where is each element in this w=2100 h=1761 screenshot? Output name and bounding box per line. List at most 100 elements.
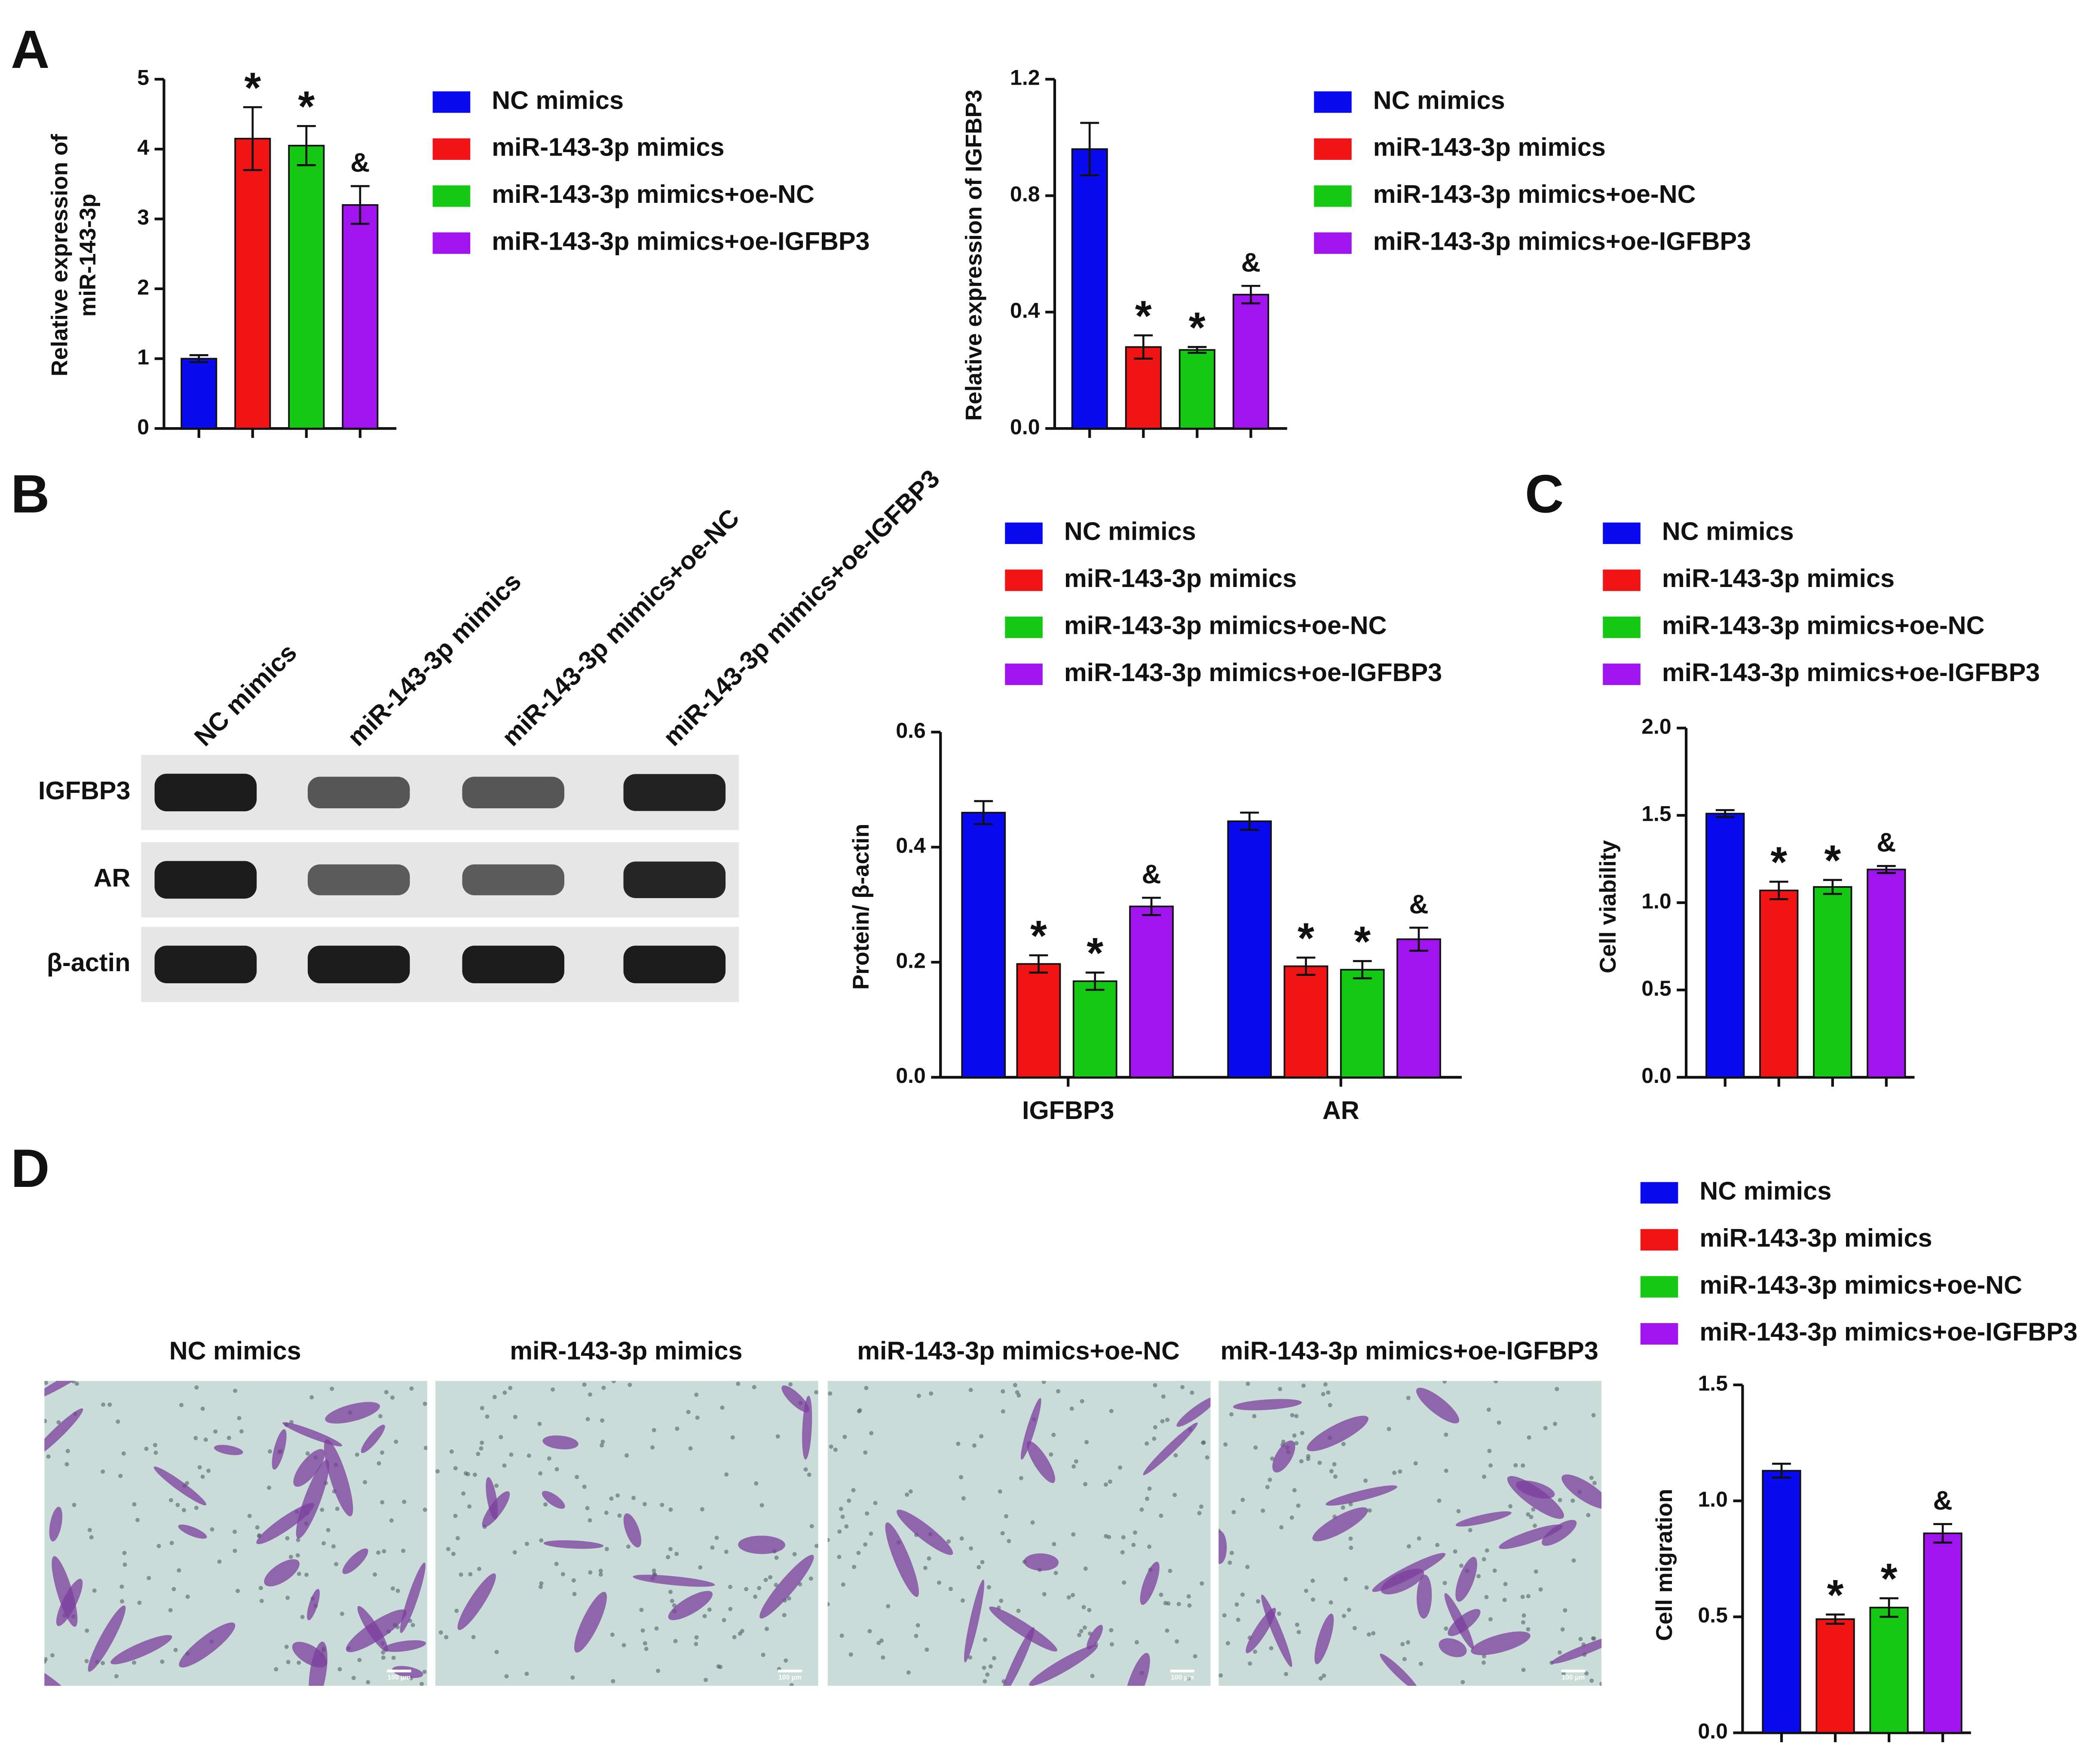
pore (402, 1499, 407, 1504)
pore (525, 1541, 530, 1546)
pore (1007, 1539, 1011, 1544)
pore (1083, 1482, 1088, 1486)
pore (1329, 1600, 1333, 1605)
pore (509, 1452, 514, 1457)
pore (1442, 1381, 1447, 1384)
cell (1272, 1440, 1295, 1473)
y-tick-label: 0.8 (1010, 182, 1040, 206)
pore (1071, 1593, 1075, 1597)
pore (1281, 1440, 1286, 1444)
legend-label: miR-143-3p mimics+oe-IGFBP3 (492, 226, 869, 255)
pore (217, 1559, 222, 1564)
pore (775, 1434, 780, 1439)
pore (948, 1587, 953, 1591)
pore (668, 1507, 673, 1512)
pore (927, 1556, 931, 1561)
cell (1455, 1556, 1477, 1602)
pore (1543, 1426, 1548, 1431)
pore (1406, 1396, 1411, 1400)
pore (340, 1611, 344, 1616)
pore (480, 1440, 484, 1445)
pore (233, 1388, 238, 1393)
pore (828, 1391, 833, 1396)
bar (1227, 820, 1272, 1078)
cell (543, 1540, 604, 1549)
pore (1322, 1673, 1326, 1678)
pore (1460, 1680, 1465, 1685)
y-tick-label: 5 (137, 66, 149, 90)
bar (1072, 980, 1117, 1078)
y-tick-label: 0.5 (1641, 976, 1671, 1000)
pore (694, 1635, 699, 1640)
pore (1363, 1478, 1368, 1483)
legend-label: miR-143-3p mimics+oe-NC (1064, 611, 1387, 639)
cell (1551, 1635, 1602, 1664)
blot-band (623, 861, 726, 898)
y-axis-label: Relative expression of IGFBP3 (961, 90, 987, 421)
pore (792, 1552, 797, 1556)
pore (494, 1483, 499, 1488)
pore (274, 1667, 279, 1672)
panel-label: D (11, 1139, 49, 1198)
pore (1521, 1463, 1525, 1468)
pore (391, 1655, 396, 1660)
y-tick-label: 1.2 (1010, 66, 1040, 90)
pore (1118, 1465, 1123, 1470)
legend-swatch (1314, 185, 1352, 207)
bar (288, 144, 325, 430)
pore (453, 1466, 458, 1471)
pore (1538, 1587, 1543, 1592)
pore (296, 1538, 300, 1542)
micrograph: 100 μm (435, 1381, 818, 1686)
pore (89, 1535, 94, 1540)
pore (459, 1572, 463, 1577)
pore (983, 1679, 987, 1684)
bar (1869, 1607, 1909, 1734)
cell (309, 1642, 328, 1686)
pore (1578, 1637, 1583, 1642)
pore (1267, 1477, 1272, 1482)
blot-band (462, 864, 565, 896)
cell (1029, 1645, 1098, 1686)
pore (722, 1618, 726, 1623)
pore (463, 1471, 468, 1476)
pore (1218, 1673, 1223, 1678)
pore (1269, 1646, 1273, 1651)
pore (977, 1565, 981, 1570)
pore (471, 1635, 476, 1639)
error-bar (1715, 809, 1735, 818)
pore (869, 1532, 873, 1536)
pore (1199, 1504, 1203, 1509)
pore (435, 1469, 440, 1474)
cell (574, 1592, 607, 1653)
pore (539, 1581, 544, 1586)
error-bar (1769, 880, 1788, 900)
pore (504, 1674, 509, 1678)
pore (1300, 1431, 1304, 1435)
pore (615, 1493, 620, 1498)
pore (508, 1385, 513, 1390)
pore (1321, 1392, 1326, 1397)
cell (1416, 1388, 1460, 1424)
legend-swatch (432, 185, 471, 207)
y-tick-label: 1.0 (1641, 889, 1671, 913)
pore (184, 1481, 189, 1486)
pore (472, 1472, 477, 1477)
pore (1306, 1454, 1310, 1458)
pore (1082, 1625, 1087, 1630)
pore (598, 1572, 603, 1577)
scale-bar-label: 100 μm (388, 1674, 411, 1681)
pore (643, 1502, 647, 1507)
scale-bar-label: 100 μm (1562, 1674, 1585, 1681)
pore (1476, 1574, 1481, 1579)
pore (409, 1386, 414, 1391)
pore (1277, 1611, 1281, 1616)
y-tick-label: 0.0 (1641, 1064, 1671, 1088)
pore (1108, 1479, 1112, 1484)
pore (988, 1664, 993, 1669)
significance-mark: * (1770, 838, 1787, 887)
cell (1140, 1562, 1160, 1605)
pore (1231, 1510, 1236, 1514)
pore (227, 1436, 231, 1440)
cell (49, 1507, 63, 1542)
